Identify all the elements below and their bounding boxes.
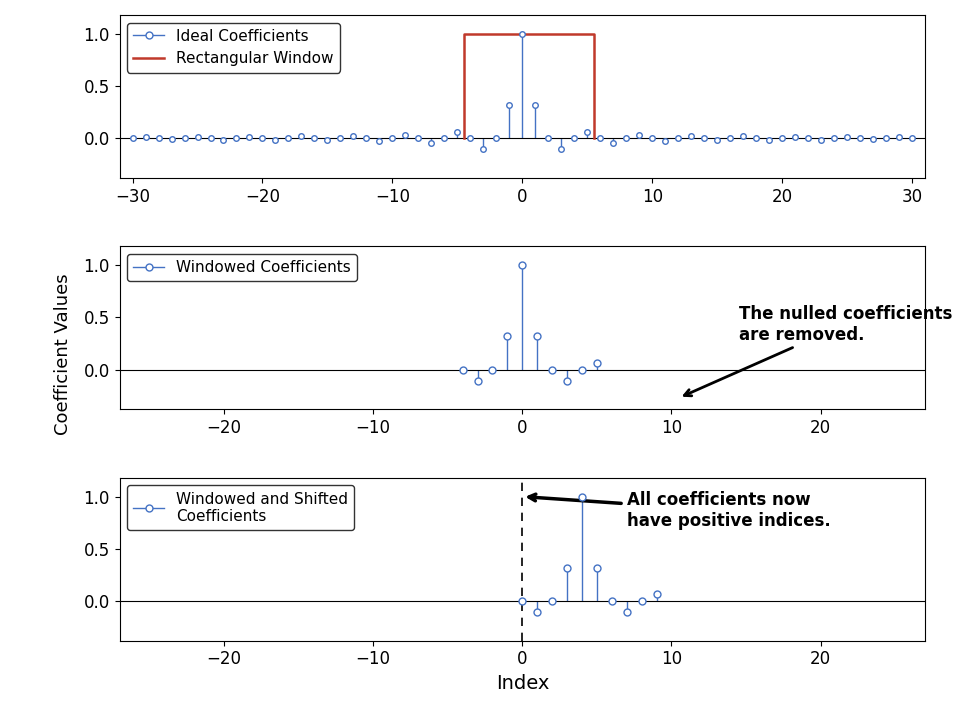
Text: The nulled coefficients
are removed.: The nulled coefficients are removed. <box>684 305 951 396</box>
X-axis label: Index: Index <box>495 674 548 693</box>
Text: Coefficient Values: Coefficient Values <box>54 273 71 435</box>
Text: All coefficients now
have positive indices.: All coefficients now have positive indic… <box>529 491 829 530</box>
Legend: Ideal Coefficients, Rectangular Window: Ideal Coefficients, Rectangular Window <box>127 23 339 72</box>
Legend: Windowed and Shifted
Coefficients: Windowed and Shifted Coefficients <box>127 486 354 530</box>
Legend: Windowed Coefficients: Windowed Coefficients <box>127 254 357 281</box>
